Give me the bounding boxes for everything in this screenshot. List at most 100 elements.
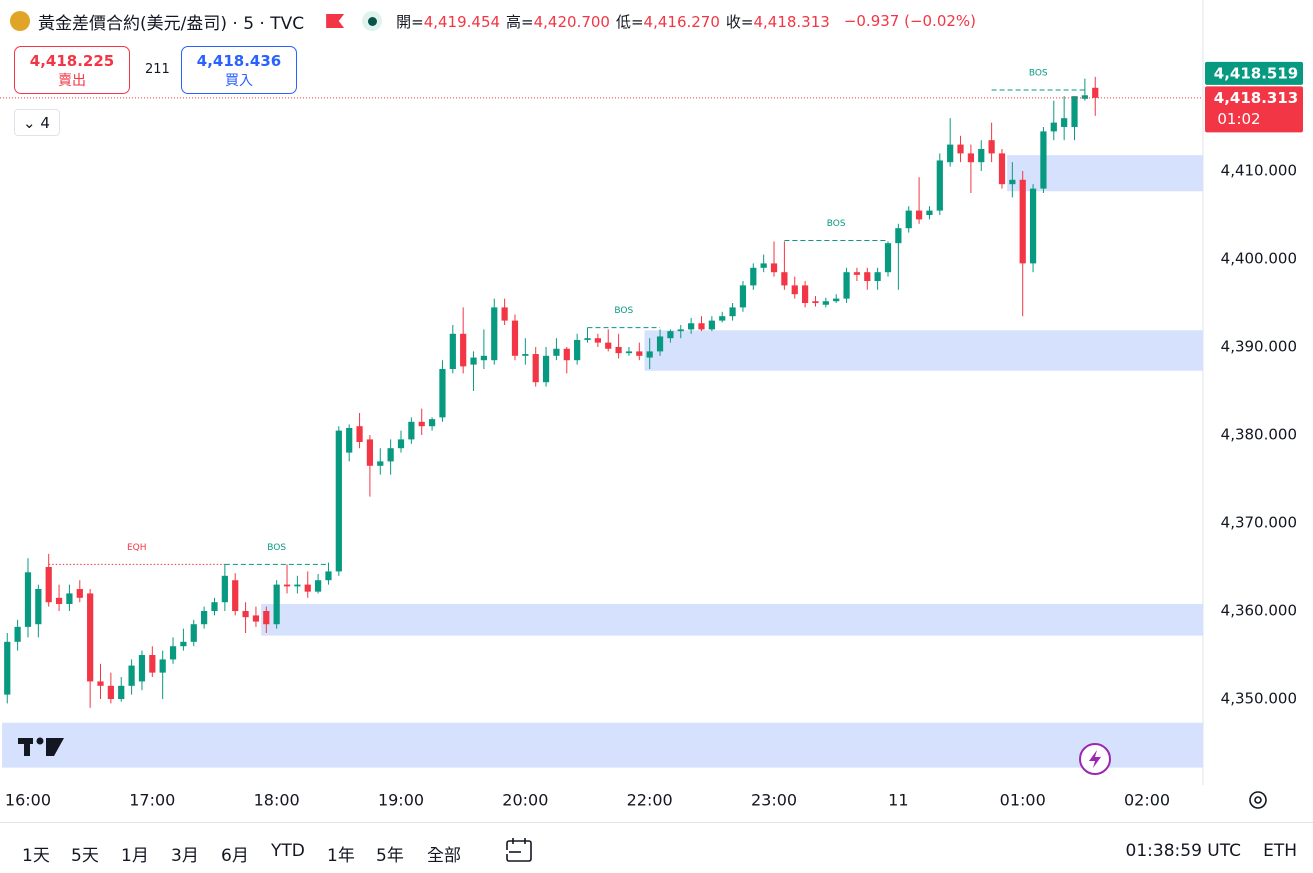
range-button[interactable]: 5天 — [71, 846, 99, 866]
compare-icon[interactable] — [505, 837, 535, 863]
zone — [1007, 155, 1203, 192]
flag-icon[interactable] — [326, 14, 345, 28]
ohlc-item: 開=4,419.454 — [396, 13, 500, 31]
levels: EQH BOS BOS BOS BOS — [48, 69, 1085, 565]
y-tick-label: 4,360.000 — [1221, 602, 1297, 620]
y-tick-label: 4,350.000 — [1221, 690, 1297, 708]
clock[interactable]: 01:38:59 UTC — [1125, 841, 1241, 861]
x-tick-label: 16:00 — [5, 791, 51, 810]
range-button[interactable]: 6月 — [221, 846, 249, 866]
sell-label: 賣出 — [58, 73, 86, 89]
level-label: EQH — [127, 543, 147, 553]
candle-body — [957, 144, 964, 154]
symbol-title: 黃金差價合約(美元/盎司) · 5 · TVC — [38, 13, 305, 34]
candle-body — [750, 267, 757, 286]
x-tick-label: 20:00 — [502, 791, 548, 810]
candle-body — [947, 144, 954, 163]
settings-icon[interactable] — [1249, 791, 1267, 809]
candle-body — [553, 348, 560, 356]
candle-body — [304, 584, 311, 592]
candle-body — [1040, 131, 1047, 189]
y-tick-label: 4,390.000 — [1221, 338, 1297, 356]
price-change: −0.937 (−0.02%) — [843, 12, 977, 30]
sell-button[interactable]: 4,418.225 賣出 — [14, 46, 130, 94]
candle-body — [470, 357, 477, 365]
buy-price: 4,418.436 — [196, 52, 282, 70]
candle-body — [791, 285, 798, 295]
candle-body — [822, 301, 829, 305]
candle-body — [677, 329, 684, 332]
ohlc-item: 收=4,418.313 — [726, 13, 830, 31]
price-countdown: 01:02 — [1217, 110, 1260, 128]
candle-body — [729, 307, 736, 317]
x-tick-label: 23:00 — [751, 791, 797, 810]
candle-body — [439, 369, 446, 418]
range-button[interactable]: 1天 — [22, 846, 50, 866]
candle-body — [335, 430, 342, 572]
y-tick-label: 4,410.000 — [1221, 161, 1297, 179]
candle-body — [159, 659, 166, 673]
y-tick-label: 4,380.000 — [1221, 426, 1297, 444]
candles — [4, 76, 1099, 708]
candle-body — [149, 655, 156, 673]
candle-body — [221, 575, 228, 603]
indicator-toggle[interactable]: ⌄ 4 — [14, 109, 60, 136]
candle-body — [242, 611, 249, 618]
session[interactable]: ETH — [1263, 841, 1297, 861]
candle-body — [646, 351, 653, 358]
candle-body — [190, 624, 197, 642]
candle-body — [667, 331, 674, 339]
symbol-logo — [10, 11, 30, 31]
ohlc-value: 4,416.270 — [643, 12, 720, 31]
x-tick-label: 17:00 — [129, 791, 175, 810]
candle-body — [294, 584, 301, 587]
candle-body — [273, 584, 280, 625]
candle-body — [4, 641, 11, 695]
indicator-count: 4 — [40, 114, 50, 132]
price-tag — [1205, 86, 1303, 133]
range-button[interactable]: YTD — [271, 841, 305, 861]
alert-icon[interactable] — [1079, 743, 1111, 775]
candle-body — [211, 602, 218, 612]
buy-button[interactable]: 4,418.436 買入 — [181, 46, 297, 94]
candle-body — [905, 210, 912, 229]
candle-body — [252, 615, 260, 622]
candle-body — [708, 320, 715, 330]
x-tick-label: 18:00 — [254, 791, 300, 810]
chart: EQH BOS BOS BOS BOS 4,350.000 4,360.000 4,370.… — [0, 0, 1303, 810]
candle-body — [232, 580, 239, 612]
range-button[interactable]: 全部 — [427, 846, 461, 866]
candle-body — [169, 646, 177, 660]
candle-body — [325, 571, 332, 581]
ohlc-label: 高= — [506, 12, 534, 31]
candle-body — [864, 272, 871, 281]
candle-body — [967, 153, 975, 163]
candle-body — [833, 298, 840, 302]
candle-body — [698, 323, 705, 330]
market-status — [362, 11, 383, 31]
candle-body — [781, 272, 788, 286]
range-button[interactable]: 3月 — [171, 846, 199, 866]
candle-body — [936, 160, 943, 211]
candle-body — [201, 611, 208, 625]
candle-body — [128, 665, 135, 686]
zones — [2, 155, 1203, 768]
bottom-toolbar: 1天 5天 1月 3月 6月 YTD 1年 5年 全部 01:38:59 UTC ETH — [0, 822, 1313, 873]
candle-body — [719, 316, 726, 321]
candle-body — [263, 611, 270, 625]
range-button[interactable]: 5年 — [376, 846, 404, 866]
y-tick-label: 4,370.000 — [1221, 514, 1297, 532]
sell-price: 4,418.225 — [29, 52, 115, 70]
candle-body — [118, 685, 125, 700]
candle-body — [138, 655, 146, 682]
candle-body — [760, 263, 767, 268]
candle-body — [408, 421, 415, 440]
ohlc-label: 收= — [725, 12, 754, 31]
candle-body — [802, 285, 809, 303]
ohlc-label: 低= — [615, 12, 644, 31]
candle-body — [636, 351, 643, 356]
candle-body — [501, 307, 508, 321]
range-button[interactable]: 1年 — [327, 846, 355, 866]
candle-body — [1019, 179, 1026, 264]
range-button[interactable]: 1月 — [121, 846, 149, 866]
